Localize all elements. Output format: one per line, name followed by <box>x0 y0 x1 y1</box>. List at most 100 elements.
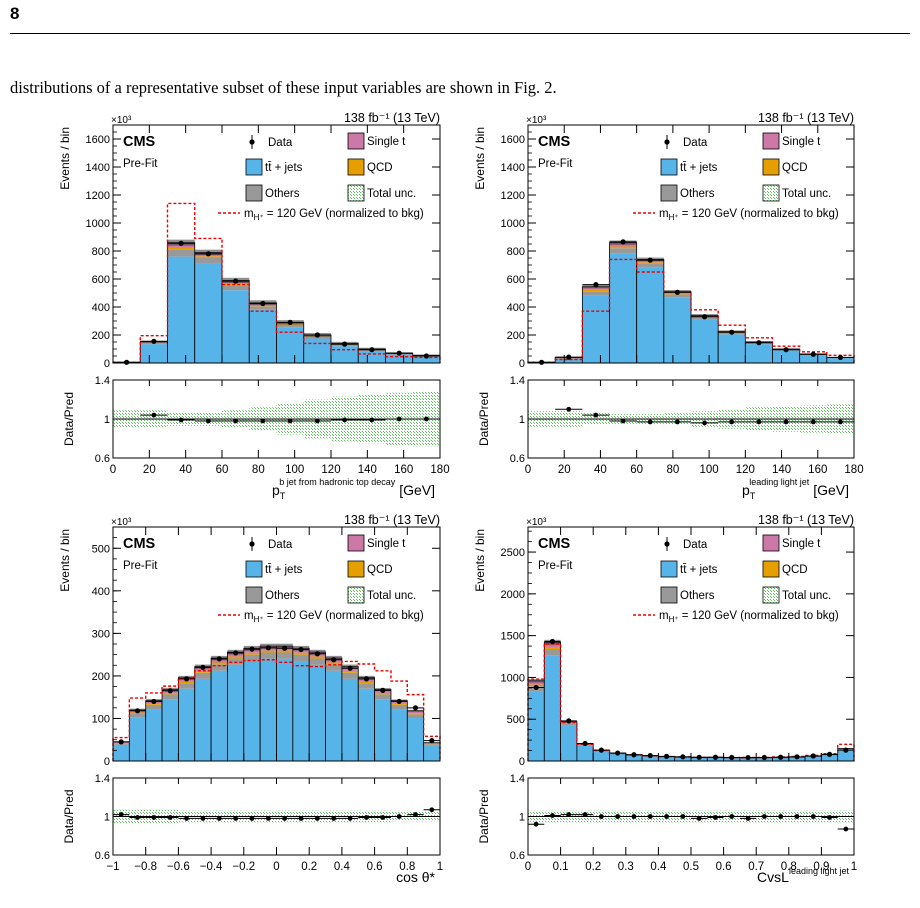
ratio-point <box>593 412 599 418</box>
legend-total-unc-label: Total unc. <box>782 188 831 200</box>
ratio-point <box>778 814 784 819</box>
ratio-point <box>423 416 429 422</box>
data-point <box>696 754 702 760</box>
legend-ttbar-swatch <box>660 560 678 578</box>
y-axis-title: Events / bin <box>58 127 72 190</box>
x-tick-label: 180 <box>430 464 449 476</box>
bar-ttbar <box>407 718 424 761</box>
bar-ttbar <box>718 334 746 363</box>
bar-others <box>358 683 375 689</box>
ratio-y-axis-title: Data/Pred <box>62 789 76 843</box>
ratio-point <box>598 814 604 819</box>
y-tick-label: 1000 <box>86 218 110 230</box>
ratio-point <box>314 816 320 821</box>
bar-others <box>423 744 440 746</box>
legend-total-unc-swatch <box>347 184 365 202</box>
x-tick-label: 120 <box>321 464 340 476</box>
ratio-point <box>265 816 271 821</box>
bar-ttbar <box>593 751 610 761</box>
data-point <box>810 753 816 759</box>
x-tick-label: 100 <box>285 464 304 476</box>
bar-ttbar <box>292 661 310 761</box>
bar-others <box>167 249 195 257</box>
legend-total-unc-label: Total unc. <box>782 590 831 602</box>
bar-ttbar <box>211 670 228 761</box>
bar-qcd <box>145 703 163 705</box>
x-tick-label: 0.2 <box>585 861 601 873</box>
ratio-point <box>429 807 435 813</box>
y-tick-label: 2000 <box>501 589 525 601</box>
x-axis-title: cos θ* <box>396 869 435 885</box>
bar-ttbar <box>309 664 326 761</box>
y-tick-label: 0 <box>519 358 525 370</box>
x-tick-label: 0 <box>525 464 531 476</box>
y-tick-label: 1600 <box>501 134 525 146</box>
ratio-point <box>282 816 288 821</box>
data-point <box>566 354 572 360</box>
bar-qcd <box>609 246 637 249</box>
bar-ttbar <box>222 290 250 363</box>
y-tick-label: 500 <box>507 714 525 726</box>
data-point <box>412 705 419 711</box>
data-point <box>167 688 173 694</box>
ratio-point <box>810 814 816 819</box>
x-tick-label: 0.2 <box>301 861 317 873</box>
ratio-point <box>200 816 206 821</box>
x-tick-label: 80 <box>252 464 265 476</box>
ratio-y-tick-label: 1.4 <box>95 375 110 387</box>
y-tick-label: 500 <box>92 543 110 555</box>
ratio-point <box>249 816 255 821</box>
legend-ttbar-swatch <box>245 158 263 176</box>
ratio-point <box>713 815 718 820</box>
bar-qcd <box>407 713 424 715</box>
bar-qcd <box>178 681 195 684</box>
data-point <box>647 257 653 263</box>
y-tick-label: 1400 <box>501 162 525 174</box>
data-point <box>761 754 767 761</box>
bar-ttbar <box>178 688 195 761</box>
lumi-label: 138 fb⁻¹ (13 TeV) <box>758 111 854 125</box>
data-point <box>134 708 141 714</box>
x-tick-label: 0 <box>525 861 531 873</box>
data-point <box>205 251 211 257</box>
signal-line <box>527 258 855 363</box>
body-paragraph: distributions of a representative subset… <box>10 78 557 97</box>
bar-ttbar <box>358 351 386 363</box>
ratio-point <box>216 816 222 821</box>
data-point <box>396 350 402 356</box>
y-tick-label: 400 <box>92 586 110 598</box>
data-point <box>566 718 572 724</box>
y-tick-label: 600 <box>92 274 110 286</box>
ratio-point <box>664 814 669 819</box>
ratio-point <box>167 815 173 820</box>
bar-ttbar <box>745 344 773 363</box>
legend-qcd-label: QCD <box>367 162 393 174</box>
bar-ttbar <box>772 350 800 363</box>
x-tick-label: −0.2 <box>232 861 255 873</box>
bar-ttbar <box>276 658 293 761</box>
data-point <box>674 289 681 295</box>
bar-others <box>309 658 326 665</box>
data-point <box>794 754 800 760</box>
signal-line <box>112 659 441 761</box>
data-point <box>423 353 429 359</box>
legend-total-unc-swatch <box>347 586 365 604</box>
legend-single-t-label: Single t <box>367 538 406 550</box>
legend-signal-label: mH⁺ = 120 GeV (normalized to bkg) <box>244 610 424 624</box>
bar-qcd <box>162 692 179 695</box>
y-tick-label: 600 <box>507 274 525 286</box>
data-point <box>124 359 130 365</box>
ratio-y-tick-label: 1 <box>104 812 110 824</box>
y-tick-label: 0 <box>104 358 110 370</box>
ratio-point <box>233 816 239 821</box>
y-tick-label: 2500 <box>501 547 525 559</box>
lumi-label: 138 fb⁻¹ (13 TeV) <box>758 513 854 527</box>
bar-ttbar <box>303 338 331 363</box>
x-tick-label: 20 <box>143 464 156 476</box>
bar-qcd <box>227 656 244 659</box>
data-point <box>314 332 320 338</box>
ratio-point <box>533 821 539 827</box>
ratio-point <box>620 418 626 424</box>
x-tick-label: 140 <box>772 464 791 476</box>
